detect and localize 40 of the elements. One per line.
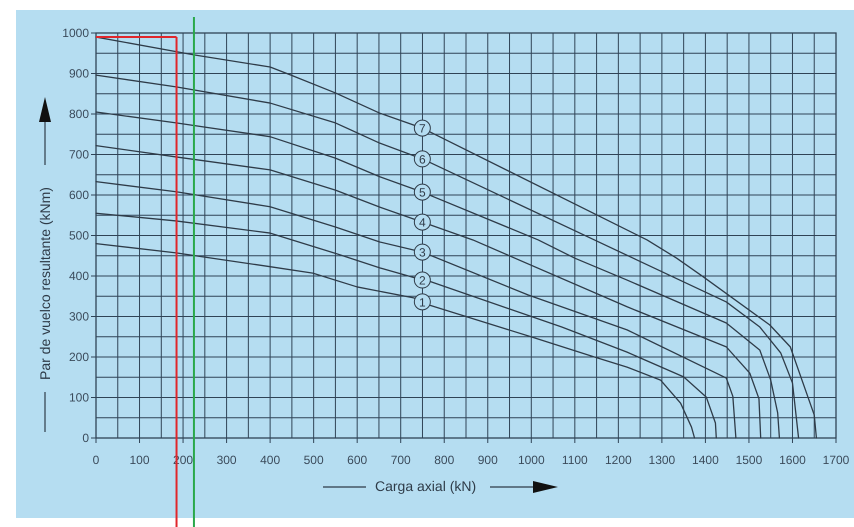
series-label: 4 bbox=[418, 216, 426, 230]
series-label: 7 bbox=[418, 122, 426, 136]
x-tick-label: 1300 bbox=[648, 453, 676, 467]
x-tick-label: 1200 bbox=[605, 453, 632, 467]
y-tick-label: 500 bbox=[68, 228, 90, 242]
x-tick-label: 900 bbox=[478, 453, 498, 467]
x-tick-label: 1500 bbox=[736, 453, 763, 467]
y-tick-label: 300 bbox=[68, 310, 90, 324]
y-tick-label: 0 bbox=[82, 431, 90, 445]
x-tick-label: 1100 bbox=[562, 453, 588, 467]
series-label: 3 bbox=[418, 246, 426, 260]
y-axis-title: Par de vuelco resultante (kNm) bbox=[37, 187, 53, 380]
x-tick-label: 500 bbox=[304, 453, 324, 467]
line-series bbox=[95, 180, 737, 439]
x-tick-label: 400 bbox=[260, 453, 280, 467]
x-tick-label: 1600 bbox=[779, 453, 806, 467]
y-tick-label: 600 bbox=[68, 188, 90, 202]
y-tick-label: 200 bbox=[68, 350, 90, 364]
x-tick-label: 1700 bbox=[822, 453, 850, 467]
y-tick-label: 1000 bbox=[62, 26, 90, 40]
series-label: 5 bbox=[418, 186, 426, 200]
x-tick-label: 0 bbox=[92, 453, 100, 467]
series-label: 1 bbox=[418, 295, 426, 310]
x-tick-label: 1400 bbox=[692, 453, 720, 467]
y-tick-label: 800 bbox=[68, 107, 90, 121]
x-axis-title: Carga axial (kN) bbox=[375, 478, 476, 494]
x-tick-label: 1000 bbox=[518, 453, 545, 467]
series-label: 6 bbox=[418, 152, 426, 166]
x-tick-label: 600 bbox=[347, 453, 368, 467]
x-tick-label: 100 bbox=[130, 453, 150, 467]
x-tick-label: 300 bbox=[216, 453, 237, 467]
x-tick-label: 700 bbox=[390, 453, 412, 467]
y-tick-label: 100 bbox=[68, 390, 90, 404]
x-tick-label: 800 bbox=[434, 453, 455, 467]
line-series bbox=[95, 242, 696, 439]
y-tick-label: 700 bbox=[68, 148, 90, 162]
line-series bbox=[95, 212, 717, 439]
y-tick-label: 400 bbox=[68, 269, 90, 283]
y-tick-label: 900 bbox=[68, 66, 90, 80]
series-label: 2 bbox=[418, 274, 426, 288]
